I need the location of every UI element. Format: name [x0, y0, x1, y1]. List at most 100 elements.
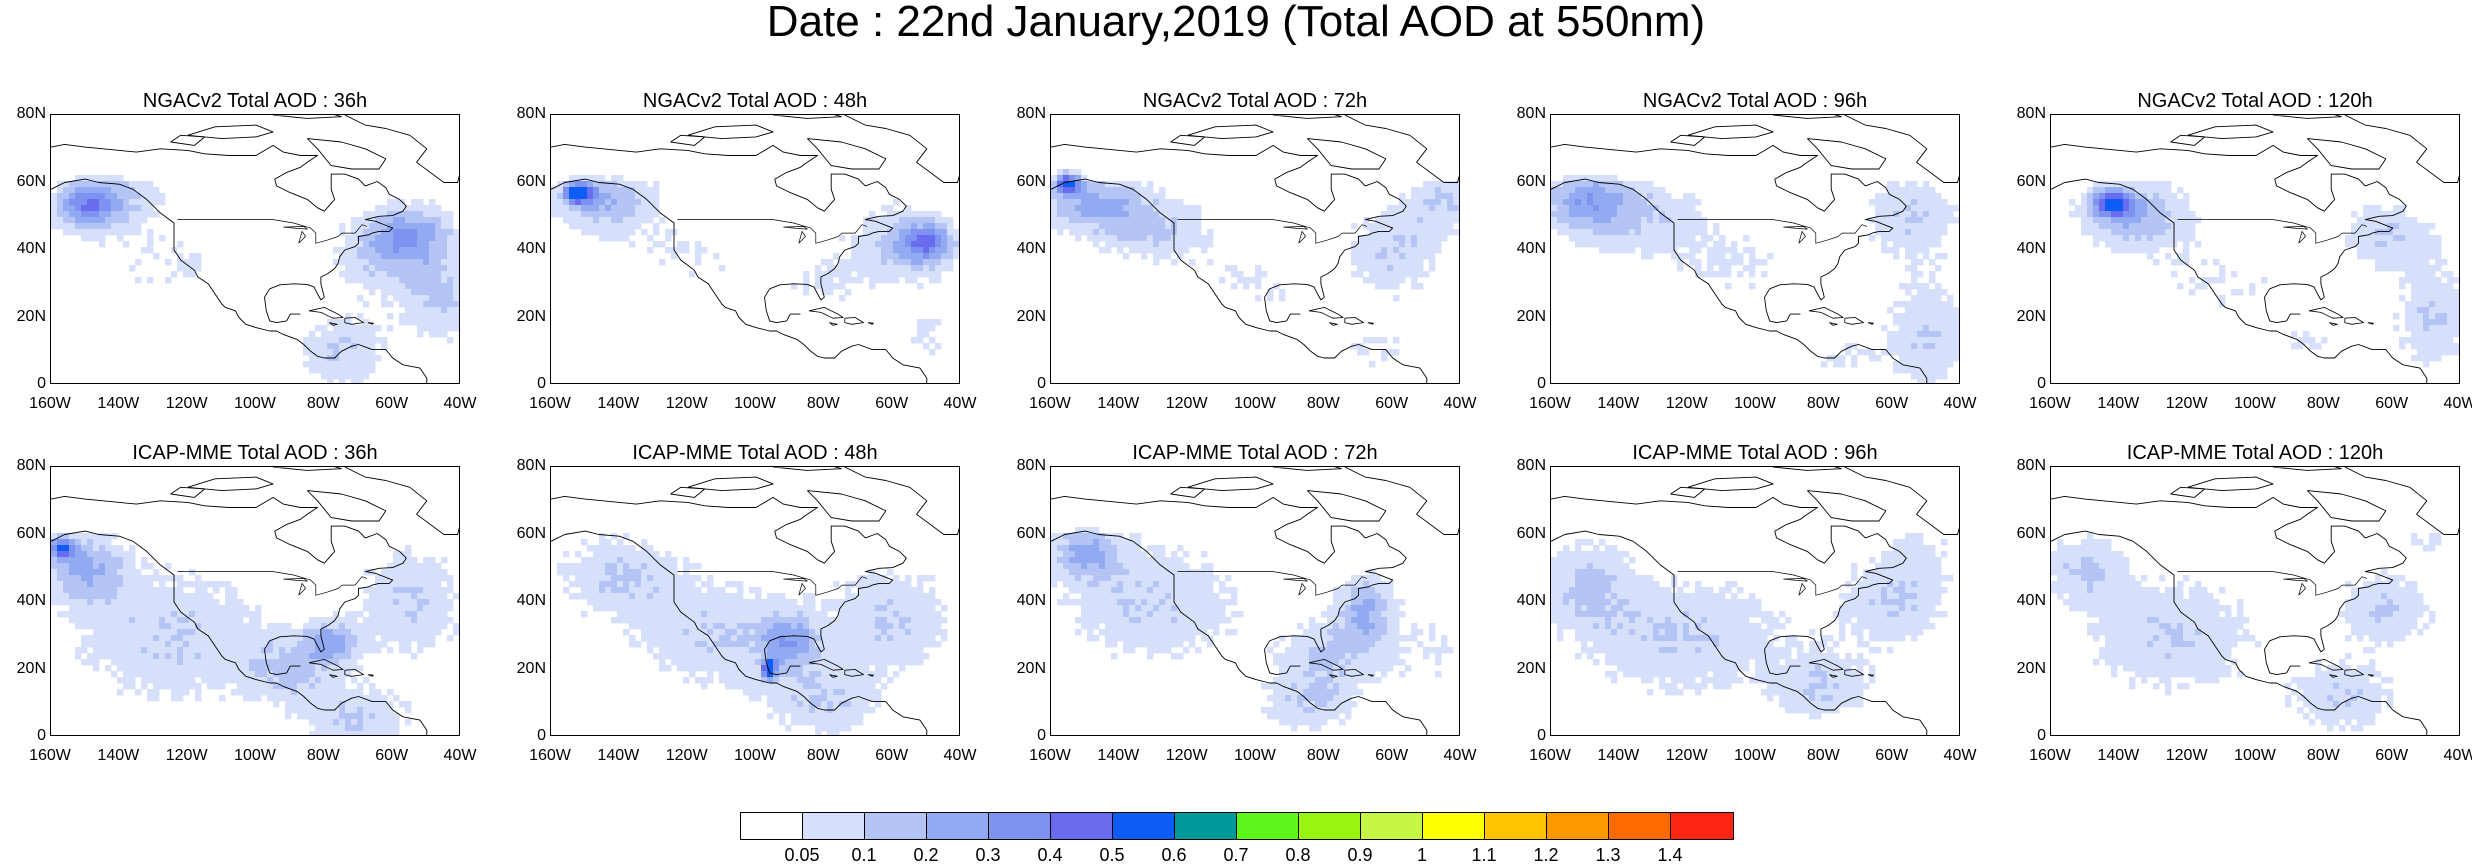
- aod-cell: [2417, 325, 2423, 331]
- aod-cell: [677, 617, 683, 623]
- aod-cell: [1147, 229, 1153, 235]
- aod-cell: [1929, 331, 1935, 337]
- aod-cell: [1917, 193, 1923, 199]
- aod-cell: [141, 671, 147, 677]
- aod-cell: [647, 635, 653, 641]
- aod-cell: [399, 265, 405, 271]
- aod-cell: [1081, 211, 1087, 217]
- aod-cell: [611, 563, 617, 569]
- aod-cell: [153, 617, 159, 623]
- aod-cell: [1935, 331, 1941, 337]
- aod-cell: [321, 725, 327, 731]
- aod-cell: [375, 719, 381, 725]
- aod-cell: [1677, 229, 1683, 235]
- aod-cell: [2429, 295, 2435, 301]
- aod-cell: [893, 593, 899, 599]
- aod-cell: [387, 289, 393, 295]
- aod-cell: [2123, 235, 2129, 241]
- aod-cell: [213, 581, 219, 587]
- aod-cell: [1453, 205, 1459, 211]
- aod-cell: [941, 229, 947, 235]
- aod-cell: [875, 599, 881, 605]
- aod-cell: [629, 575, 635, 581]
- aod-cell: [99, 199, 105, 205]
- aod-cell: [381, 617, 387, 623]
- aod-cell: [57, 569, 63, 575]
- aod-cell: [647, 545, 653, 551]
- lon-tick-label: 80W: [2293, 396, 2353, 412]
- aod-cell: [905, 629, 911, 635]
- aod-cell: [1255, 283, 1261, 289]
- aod-cell: [2183, 211, 2189, 217]
- aod-cell: [189, 593, 195, 599]
- aod-cell: [1435, 235, 1441, 241]
- aod-cell: [1923, 301, 1929, 307]
- aod-cell: [375, 205, 381, 211]
- aod-cell: [189, 659, 195, 665]
- aod-cell: [141, 575, 147, 581]
- aod-cell: [171, 653, 177, 659]
- aod-cell: [2381, 265, 2387, 271]
- aod-cell: [605, 569, 611, 575]
- aod-cell: [87, 229, 93, 235]
- aod-cell: [321, 671, 327, 677]
- aod-cell: [713, 617, 719, 623]
- aod-cell: [2189, 277, 2195, 283]
- aod-cell: [1411, 187, 1417, 193]
- aod-cell: [737, 581, 743, 587]
- aod-cell: [659, 635, 665, 641]
- aod-cell: [713, 611, 719, 617]
- aod-cell: [1587, 217, 1593, 223]
- aod-cell: [1417, 283, 1423, 289]
- aod-cell: [1087, 229, 1093, 235]
- aod-cell: [1647, 181, 1653, 187]
- aod-cell: [2129, 205, 2135, 211]
- aod-cell: [1935, 199, 1941, 205]
- aod-cell: [345, 659, 351, 665]
- aod-cell: [201, 635, 207, 641]
- aod-cell: [267, 683, 273, 689]
- aod-cell: [833, 605, 839, 611]
- aod-cell: [261, 683, 267, 689]
- lat-tick-label: 20N: [1500, 309, 1546, 325]
- aod-cell: [423, 629, 429, 635]
- aod-cell: [1605, 241, 1611, 247]
- aod-cell: [2423, 325, 2429, 331]
- aod-cell: [417, 295, 423, 301]
- aod-cell: [2165, 193, 2171, 199]
- aod-cell: [57, 593, 63, 599]
- aod-cell: [69, 211, 75, 217]
- aod-cell: [2123, 193, 2129, 199]
- aod-cell: [1129, 217, 1135, 223]
- aod-cell: [75, 605, 81, 611]
- aod-cell: [345, 355, 351, 361]
- aod-cell: [429, 265, 435, 271]
- aod-cell: [117, 187, 123, 193]
- aod-cell: [1429, 217, 1435, 223]
- aod-cell: [435, 235, 441, 241]
- aod-cell: [599, 211, 605, 217]
- aod-cell: [159, 635, 165, 641]
- aod-cell: [821, 259, 827, 265]
- aod-cell: [587, 229, 593, 235]
- aod-cell: [1147, 193, 1153, 199]
- aod-cell: [833, 271, 839, 277]
- aod-cell: [695, 587, 701, 593]
- aod-cell: [1147, 223, 1153, 229]
- aod-cell: [863, 599, 869, 605]
- aod-cell: [117, 193, 123, 199]
- aod-cell: [899, 229, 905, 235]
- aod-cell: [941, 265, 947, 271]
- aod-cell: [423, 229, 429, 235]
- aod-cell: [623, 229, 629, 235]
- aod-cell: [63, 545, 69, 551]
- aod-cell: [153, 641, 159, 647]
- aod-cell: [459, 253, 460, 259]
- aod-cell: [2375, 223, 2381, 229]
- aod-cell: [779, 659, 785, 665]
- aod-cell: [315, 629, 321, 635]
- aod-cell: [2405, 253, 2411, 259]
- aod-cell: [123, 575, 129, 581]
- aod-cell: [1929, 235, 1935, 241]
- aod-cell: [803, 277, 809, 283]
